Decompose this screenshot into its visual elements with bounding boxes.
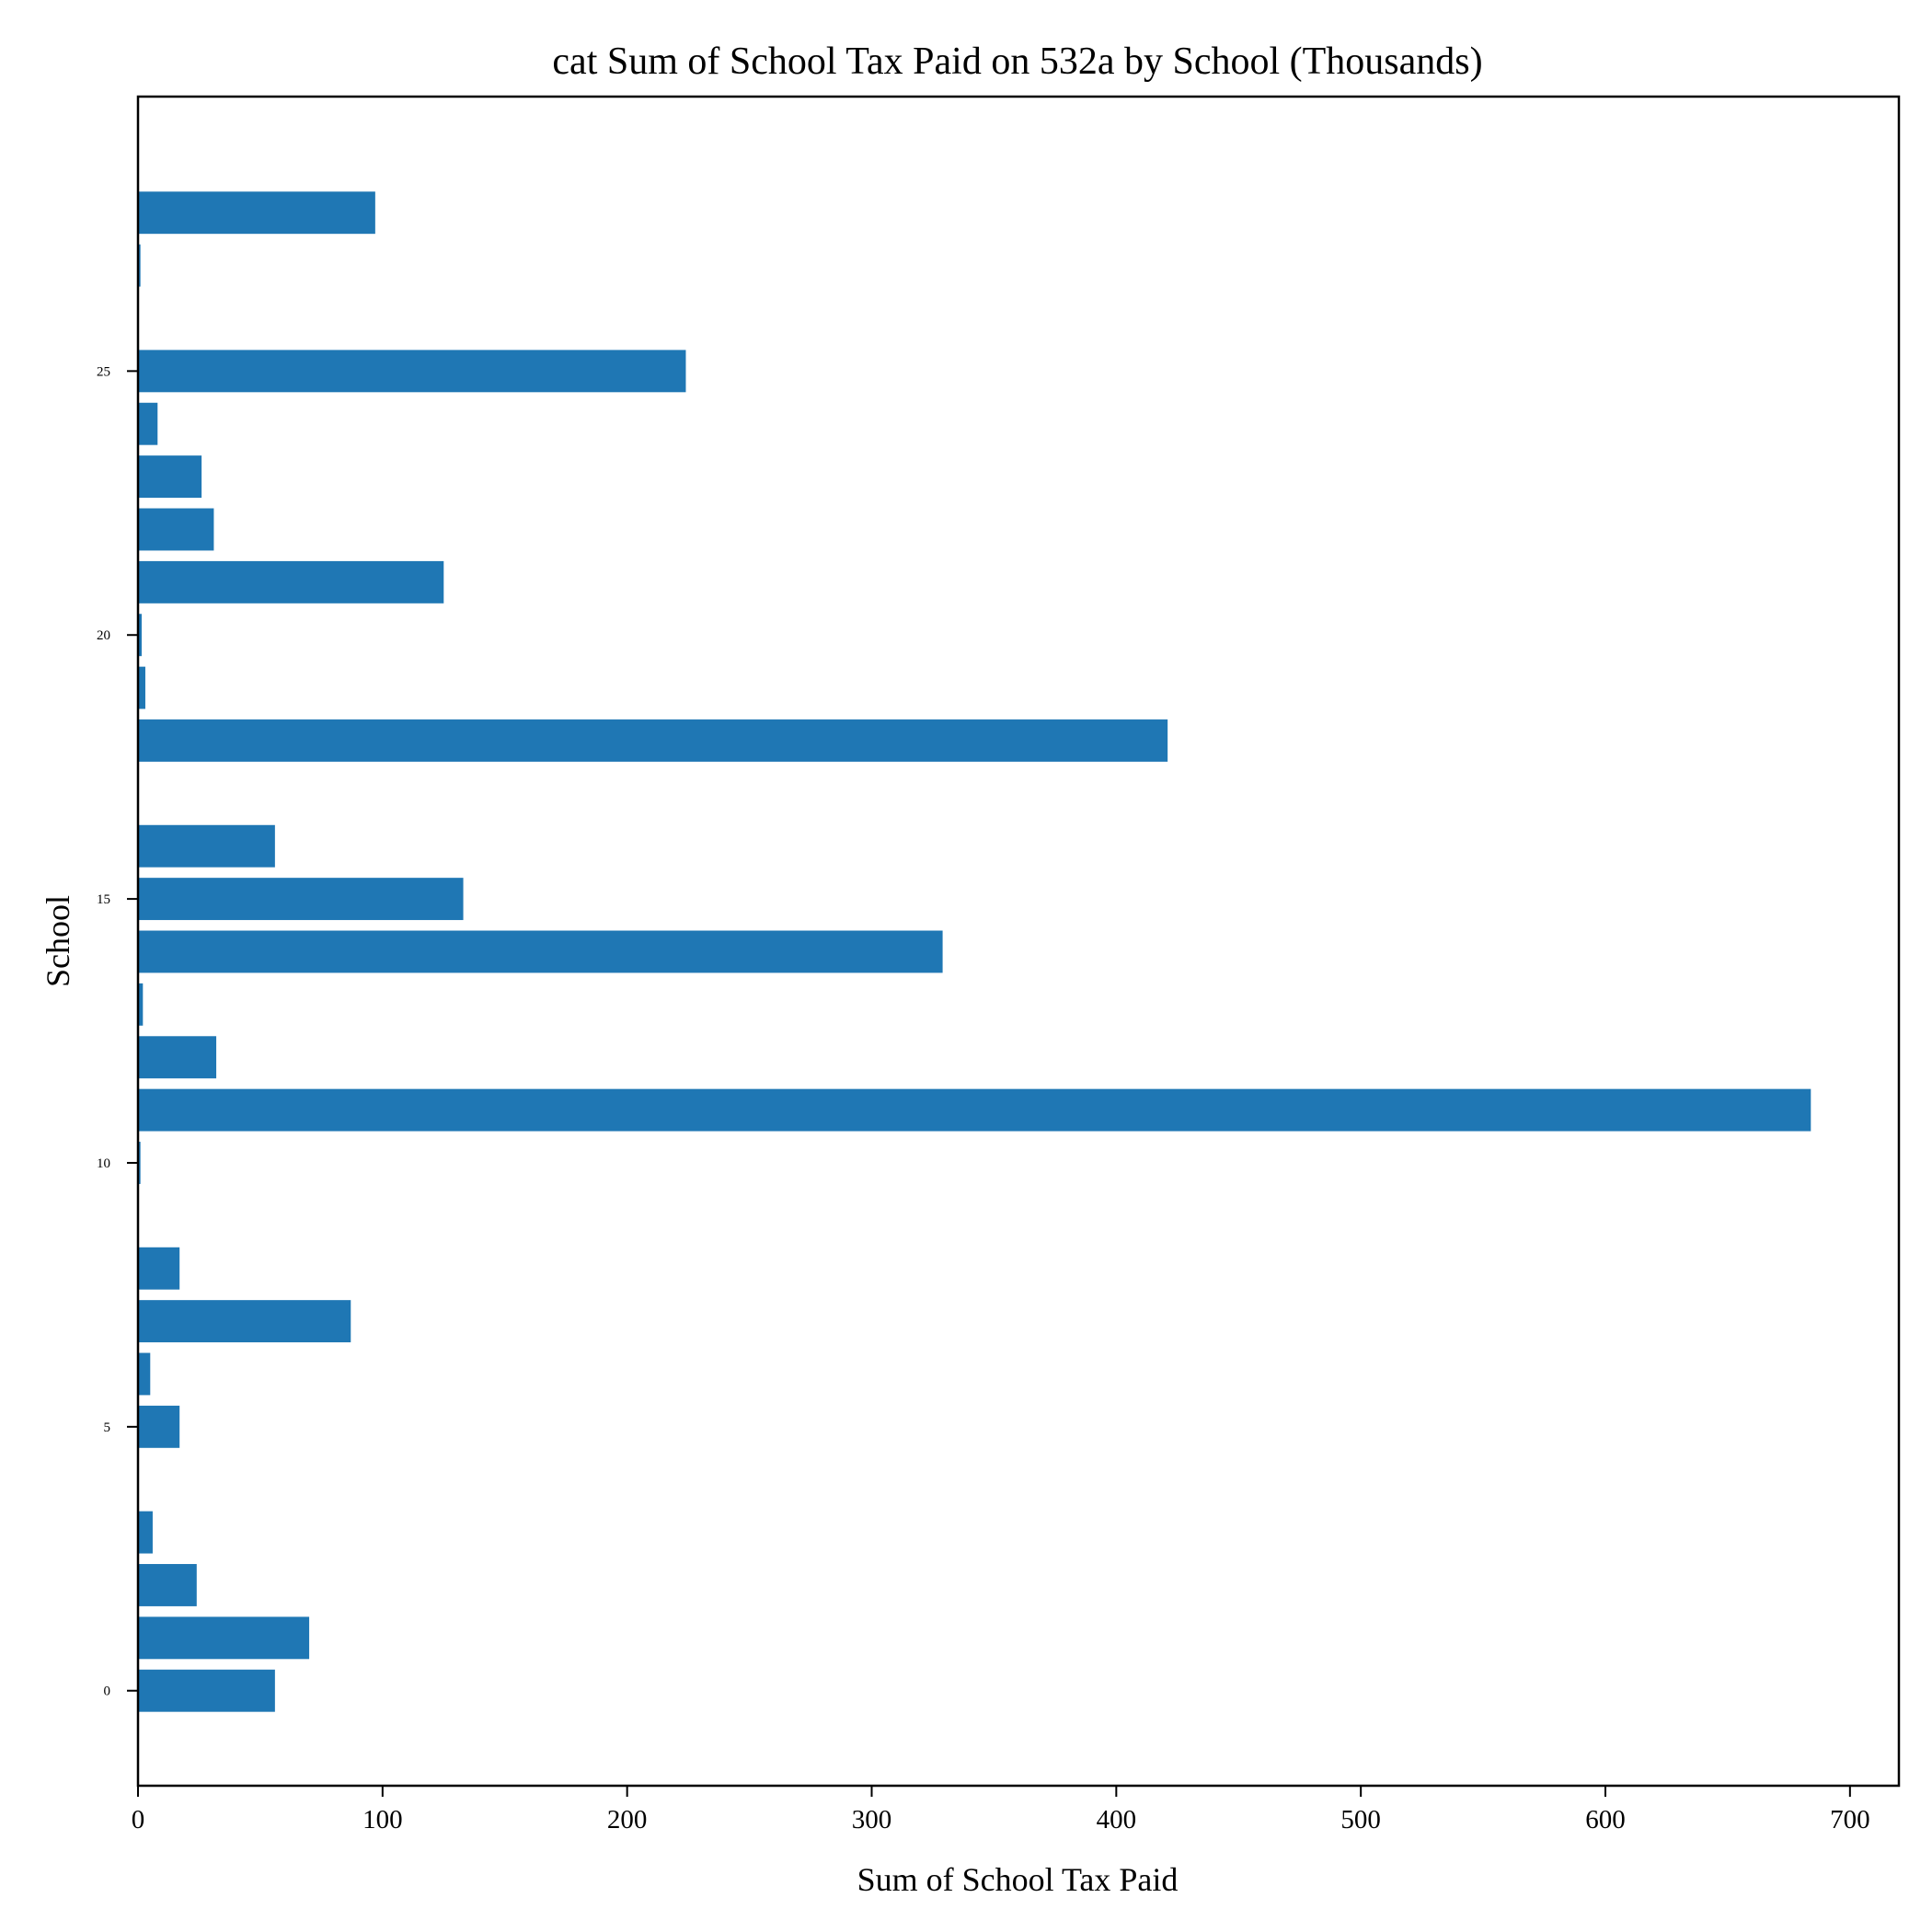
bar-school-6	[138, 1352, 151, 1396]
bar-school-24	[138, 402, 158, 445]
chart-title: cat Sum of School Tax Paid on 532a by Sc…	[552, 40, 1482, 83]
x-axis-label: Sum of School Tax Paid	[857, 1861, 1179, 1898]
ticks-layer: 0 100 200 300 400 500 600 700 0 5 10 15 20 25	[97, 364, 1870, 1834]
bar-school-3	[138, 1511, 153, 1554]
bar-school-15	[138, 878, 464, 921]
bar-school-11	[138, 1088, 1811, 1132]
y-tick-label: 10	[97, 1156, 110, 1171]
x-tick-label: 500	[1340, 1805, 1381, 1834]
bar-school-14	[138, 930, 943, 973]
y-tick-label: 15	[97, 892, 110, 907]
bar-school-5	[138, 1405, 180, 1448]
bar-school-2	[138, 1564, 197, 1606]
y-tick-label: 5	[104, 1420, 111, 1435]
x-tick-label: 300	[852, 1805, 892, 1834]
bar-school-23	[138, 455, 202, 499]
bar-school-19	[138, 666, 145, 709]
bar-school-27	[138, 244, 141, 287]
bar-school-20	[138, 614, 142, 657]
bar-school-1	[138, 1616, 310, 1660]
bars-layer	[138, 191, 1811, 1712]
x-tick-label: 600	[1585, 1805, 1626, 1834]
bar-school-25	[138, 350, 686, 393]
y-tick-label: 20	[97, 628, 110, 643]
bar-school-12	[138, 1036, 217, 1079]
x-tick-label: 200	[607, 1805, 648, 1834]
bar-school-7	[138, 1300, 351, 1343]
bar-school-13	[138, 983, 144, 1026]
bar-school-10	[138, 1142, 141, 1184]
x-tick-label: 700	[1830, 1805, 1870, 1834]
x-tick-label: 400	[1097, 1805, 1137, 1834]
y-axis-label: School	[40, 895, 76, 987]
x-tick-label: 0	[132, 1805, 145, 1834]
x-tick-label: 100	[362, 1805, 403, 1834]
y-tick-label: 25	[97, 364, 110, 379]
plot-frame	[136, 95, 1901, 1788]
bar-school-0	[138, 1669, 275, 1712]
bar-school-8	[138, 1247, 180, 1290]
bar-school-16	[138, 824, 275, 868]
y-tick-label: 0	[104, 1685, 111, 1699]
bar-school-22	[138, 508, 214, 551]
bar-school-21	[138, 560, 444, 604]
bar-school-18	[138, 719, 1168, 762]
bar-school-28	[138, 191, 375, 235]
